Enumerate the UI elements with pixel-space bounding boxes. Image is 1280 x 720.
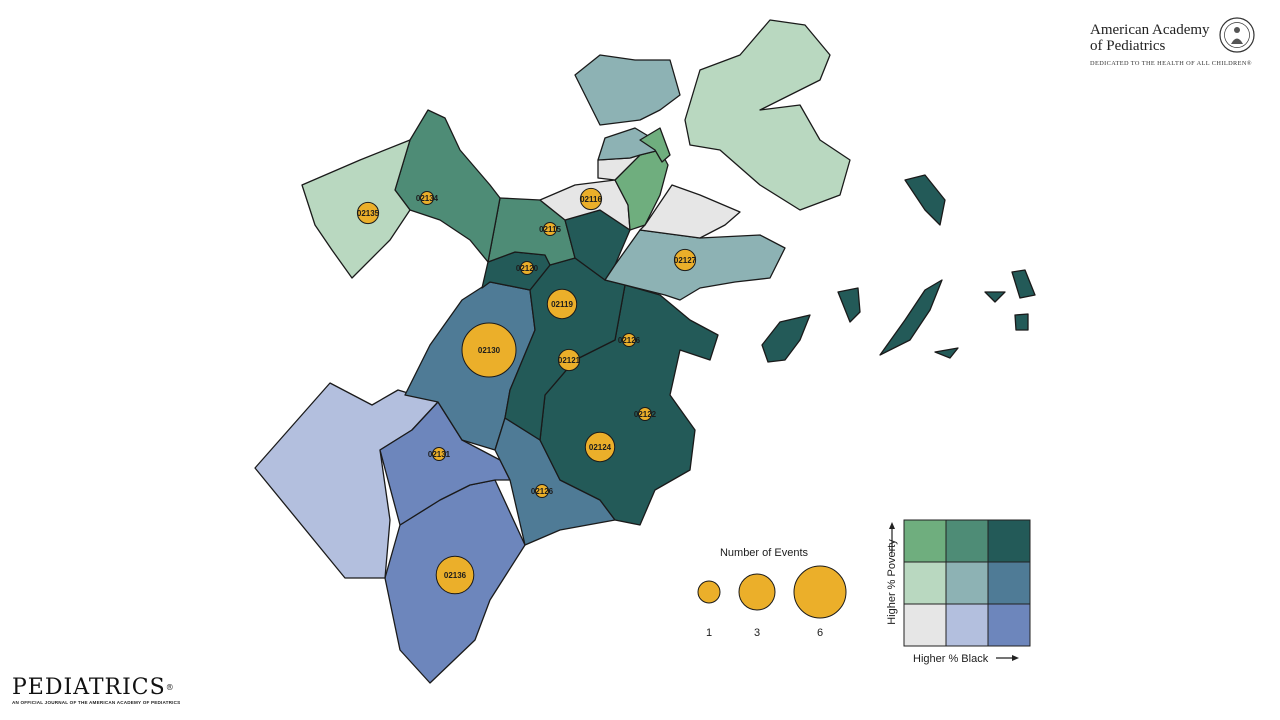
zip-label: 02131 [428,450,451,459]
region-east-boston[interactable] [574,54,681,126]
bivariate-cell-r0-c1 [945,519,989,563]
size-legend-label-6: 6 [817,627,823,639]
org-tagline: DEDICATED TO THE HEALTH OF ALL CHILDREN® [1090,60,1252,67]
bivariate-legend: Higher % Poverty Higher % Black [886,519,1031,665]
pediatrics-logo: PEDIATRICS® AN OFFICIAL JOURNAL OF THE A… [12,675,181,706]
size-legend-circle-1 [697,580,721,604]
size-legend-circle-6 [793,565,847,619]
zip-label: 02126 [618,336,641,345]
zip-marker-02136[interactable]: 02136 [435,555,475,595]
region-seaport[interactable] [639,184,741,239]
zip-marker-02127[interactable]: 02127 [673,248,697,272]
region-charlestown-east[interactable] [639,127,671,163]
zip-marker-02120[interactable]: 02120 [516,261,539,275]
region-brighton[interactable] [301,139,411,279]
zip-marker-02131[interactable]: 02131 [428,447,451,461]
event-circle [520,261,534,275]
region-allston-brighton-east[interactable] [394,109,501,263]
bivariate-cell-r2-c0 [903,603,947,647]
zip-label: 02119 [551,300,573,309]
zip-marker-02116[interactable]: 02116 [579,187,603,211]
zip-label: 02136 [444,571,467,580]
event-circle [461,322,517,378]
zip-marker-02134[interactable]: 02134 [416,191,439,205]
island-7 [1011,269,1036,299]
size-legend-circle-3 [738,573,776,611]
x-arrow-icon [996,655,1019,661]
event-circle [543,222,557,236]
zip-label: 02127 [674,256,697,265]
size-legend: Number of Events 1 3 6 [697,547,847,639]
island-3 [761,314,811,363]
event-circle [579,187,603,211]
zip-label: 02126 [531,487,554,496]
bivariate-cell-r1-c2 [987,561,1031,605]
x-axis-label: Higher % Black [913,653,989,665]
y-arrow-icon [889,522,895,553]
zip-marker-02126[interactable]: 02126 [618,333,641,347]
zip-label: 02116 [580,195,602,204]
event-circle [584,431,616,463]
event-circle [432,447,446,461]
event-circle [420,191,434,205]
zip-label: 02121 [558,356,581,365]
zip-marker-02119[interactable]: 02119 [546,288,578,320]
zip-label: 02124 [589,443,612,452]
zip-marker-02135[interactable]: 02135 [356,201,380,225]
org-name-line1: American Academy [1090,22,1210,38]
registered-mark: ® [165,683,175,692]
zip-label: 02122 [634,410,657,419]
event-circle [638,407,652,421]
zip-marker-02126[interactable]: 02126 [531,484,554,498]
zip-marker-02124[interactable]: 02124 [584,431,616,463]
island-2 [837,287,861,323]
journal-tagline: AN OFFICIAL JOURNAL OF THE AMERICAN ACAD… [12,700,181,705]
size-legend-label-3: 3 [754,627,760,639]
size-legend-title: Number of Events [720,547,809,559]
zip-marker-02115[interactable]: 02115 [539,222,561,236]
org-name-line2: of Pediatrics [1090,38,1166,54]
bivariate-cell-r2-c2 [987,603,1031,647]
event-circle [622,333,636,347]
zip-marker-02122[interactable]: 02122 [634,407,657,421]
event-circle [356,201,380,225]
y-axis-label: Higher % Poverty [886,539,898,625]
bivariate-cell-r0-c2 [987,519,1031,563]
island-5 [934,347,959,359]
island-8 [1014,313,1029,331]
island-6 [984,291,1006,303]
zip-label: 02115 [539,225,561,234]
bivariate-cell-r0-c0 [903,519,947,563]
island-4 [879,279,943,356]
aap-seal-icon [1219,17,1255,53]
event-circle [535,484,549,498]
zip-label: 02134 [416,194,439,203]
event-circle [435,555,475,595]
bivariate-cell-r1-c0 [903,561,947,605]
island-1 [904,174,946,226]
aap-logo: American Academy of Pediatrics DEDICATED… [1090,17,1265,72]
zip-marker-02130[interactable]: 02130 [461,322,517,378]
journal-name: PEDIATRICS [12,675,166,700]
event-circle [546,288,578,320]
zip-label: 02130 [478,346,501,355]
bivariate-cell-r1-c1 [945,561,989,605]
event-circle [557,348,581,372]
size-legend-label-1: 1 [706,627,712,639]
zip-label: 02120 [516,264,539,273]
region-winthrop[interactable] [684,19,851,211]
zip-label: 02135 [357,209,380,218]
zip-marker-02121[interactable]: 02121 [557,348,581,372]
event-circle [673,248,697,272]
bivariate-cell-r2-c1 [945,603,989,647]
